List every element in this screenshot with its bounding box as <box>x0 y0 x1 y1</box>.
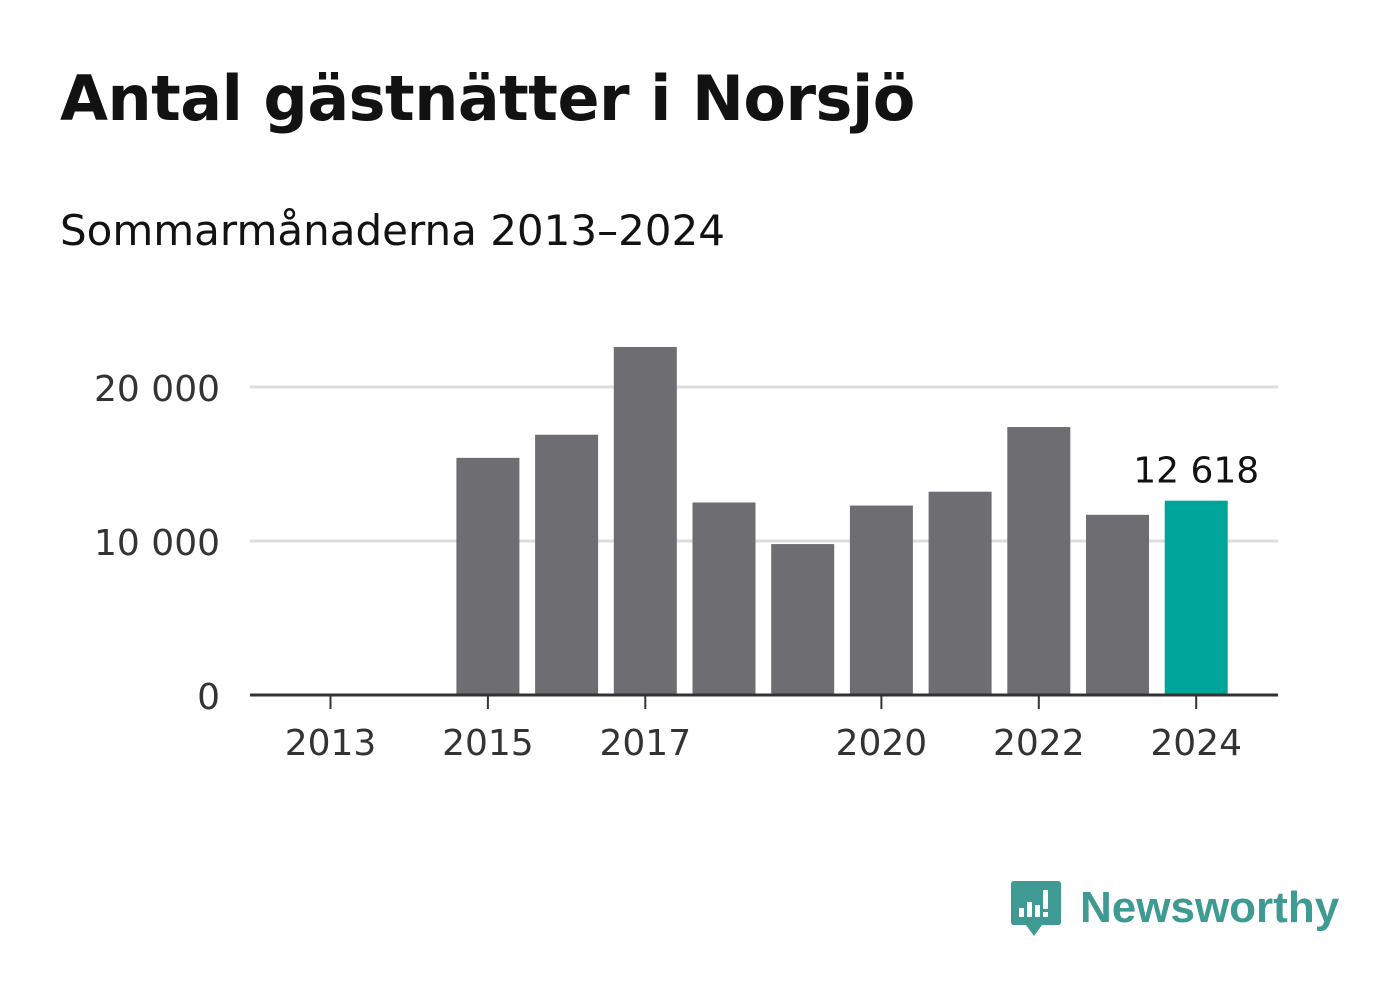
bar-2023 <box>1086 514 1149 695</box>
bar-2021 <box>928 491 992 695</box>
bar-2016 <box>535 434 599 695</box>
y-tick-label: 0 <box>197 677 220 718</box>
x-tick-label: 2013 <box>285 723 377 764</box>
bar-2020 <box>849 505 913 695</box>
bars <box>456 346 1228 695</box>
y-tick-label: 10 000 <box>94 523 220 564</box>
x-tick-label: 2017 <box>599 723 691 764</box>
bar-2017 <box>613 346 677 695</box>
newsworthy-brand: Newsworthy <box>1010 878 1339 938</box>
labels: 0 10 000 20 000 2013 2015 2017 2020 2022 2024 12 … <box>94 369 1259 764</box>
bar-2024 <box>1164 500 1228 695</box>
brand-name: Newsworthy <box>1080 883 1340 932</box>
chart-subtitle: Sommarmånaderna 2013–2024 <box>60 206 725 255</box>
data-label: 12 618 <box>1133 451 1259 492</box>
bar-2015 <box>456 457 520 695</box>
y-tick-label: 20 000 <box>94 369 220 410</box>
x-tick-label: 2020 <box>836 723 928 764</box>
x-tick-label: 2015 <box>442 723 534 764</box>
x-tick-label: 2024 <box>1150 723 1242 764</box>
bar-2022 <box>1007 427 1071 695</box>
bar-2019 <box>771 544 835 695</box>
axes <box>250 693 1278 709</box>
chart-title: Antal gästnätter i Norsjö <box>60 62 915 135</box>
bar-2018 <box>692 502 756 695</box>
newsworthy-logo-icon <box>1011 881 1061 936</box>
x-tick-label: 2022 <box>993 723 1085 764</box>
